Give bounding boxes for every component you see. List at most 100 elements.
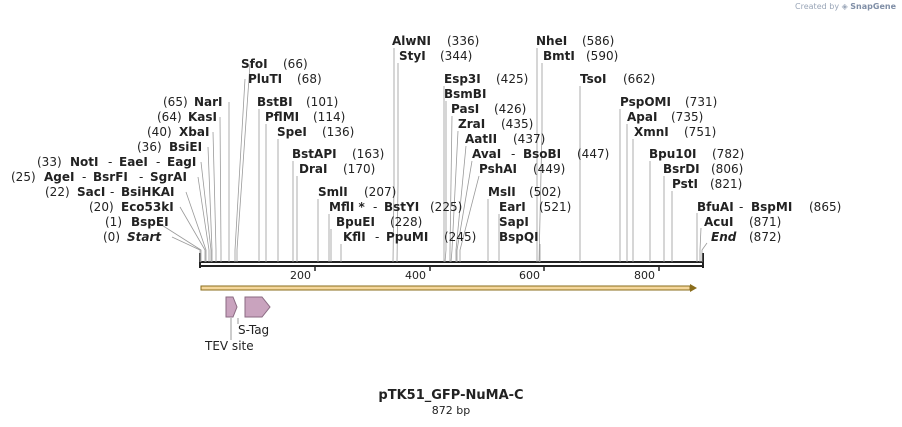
leader-line: [392, 48, 395, 263]
leader-line: [207, 146, 213, 262]
s-tag-feature[interactable]: [244, 296, 271, 318]
site-label[interactable]: Start: [127, 230, 162, 244]
axis-tick-label: 400: [405, 269, 426, 282]
site-pos: (425): [496, 72, 528, 86]
site-label[interactable]: Eco53kI: [121, 200, 174, 214]
site-pos: (806): [711, 162, 743, 176]
site-label[interactable]: XmnI: [634, 125, 669, 139]
site-label[interactable]: SfoI: [241, 57, 268, 71]
site-label[interactable]: SgrAI: [150, 170, 187, 184]
leader-line: [538, 63, 543, 263]
site-label[interactable]: MslI: [488, 185, 516, 199]
site-label[interactable]: BspMI: [751, 200, 792, 214]
site-label[interactable]: BstBI: [257, 95, 293, 109]
orf-arrow[interactable]: [200, 284, 697, 292]
site-label[interactable]: Esp3I: [444, 72, 481, 86]
site-label[interactable]: BfuAI: [697, 200, 734, 214]
site-label[interactable]: SmlI: [318, 185, 348, 199]
leader-line: [200, 161, 212, 262]
site-pos: (821): [710, 177, 742, 191]
site-sep: -: [373, 200, 377, 214]
site-pos: (65): [163, 95, 188, 109]
site-label[interactable]: AcuI: [704, 215, 733, 229]
site-pos: (437): [513, 132, 545, 146]
site-pos: (735): [671, 110, 703, 124]
site-label[interactable]: SapI: [499, 215, 529, 229]
site-pos: (66): [283, 57, 308, 71]
site-label[interactable]: BsmBI: [444, 87, 486, 101]
leader-line: [212, 131, 217, 262]
site-label[interactable]: PspOMI: [620, 95, 671, 109]
site-pos: (225): [430, 200, 462, 214]
site-label[interactable]: MflI *: [329, 200, 365, 214]
site-label[interactable]: SpeI: [277, 125, 307, 139]
site-label[interactable]: BspEI: [131, 215, 169, 229]
site-label[interactable]: BpuEI: [336, 215, 375, 229]
site-label[interactable]: BsiEI: [169, 140, 202, 154]
site-label[interactable]: PluTI: [248, 72, 282, 86]
site-pos: (586): [582, 34, 614, 48]
site-pos: (751): [684, 125, 716, 139]
tev-site-label: TEV site: [204, 339, 254, 353]
site-label[interactable]: EagI: [167, 155, 196, 169]
site-pos: (782): [712, 147, 744, 161]
leader-line: [699, 227, 702, 262]
leader-line: [219, 116, 222, 262]
site-sep: -: [108, 155, 112, 169]
site-pos: (22): [45, 185, 70, 199]
leader-line: [459, 175, 480, 262]
site-label[interactable]: BsrDI: [663, 162, 700, 176]
site-label[interactable]: PasI: [451, 102, 479, 116]
site-label[interactable]: BsrFI: [93, 170, 128, 184]
orf-bar[interactable]: [200, 285, 691, 291]
s-tag-label: S-Tag: [238, 323, 269, 337]
site-label[interactable]: KflI: [343, 230, 366, 244]
site-label[interactable]: BstYI: [384, 200, 419, 214]
site-label[interactable]: EaeI: [119, 155, 148, 169]
site-label[interactable]: NheI: [536, 34, 567, 48]
site-label[interactable]: DraI: [299, 162, 327, 176]
site-pos: (207): [364, 185, 396, 199]
site-label[interactable]: StyI: [399, 49, 426, 63]
site-label[interactable]: PstI: [672, 177, 698, 191]
site-label[interactable]: BsoBI: [523, 147, 561, 161]
site-label[interactable]: PpuMI: [386, 230, 428, 244]
site-pos: (344): [440, 49, 472, 63]
site-label[interactable]: PshAI: [479, 162, 517, 176]
site-label[interactable]: TsoI: [580, 72, 606, 86]
axis-tick-label: 800: [634, 269, 655, 282]
site-label[interactable]: EarI: [499, 200, 526, 214]
site-label[interactable]: SacI: [77, 185, 105, 199]
leader-lines: [156, 48, 708, 263]
site-label[interactable]: Bpu10I: [649, 147, 696, 161]
tev-site-feature[interactable]: [225, 296, 238, 318]
snapgene-brand: SnapGene: [850, 2, 896, 11]
site-pos: (20): [89, 200, 114, 214]
site-label[interactable]: End: [711, 230, 737, 244]
site-label[interactable]: NarI: [194, 95, 223, 109]
site-label[interactable]: KasI: [188, 110, 217, 124]
site-label[interactable]: NotI: [70, 155, 99, 169]
site-label[interactable]: AgeI: [44, 170, 74, 184]
site-label[interactable]: AatII: [465, 132, 497, 146]
site-sep: -: [110, 185, 114, 199]
site-label[interactable]: AlwNI: [392, 34, 431, 48]
site-pos: (435): [501, 117, 533, 131]
site-label[interactable]: BsiHKAI: [121, 185, 175, 199]
site-pos: (33): [37, 155, 62, 169]
site-pos: (521): [539, 200, 571, 214]
axis: 200 400 600 800: [290, 266, 660, 282]
site-label[interactable]: BspQI: [499, 230, 539, 244]
site-label[interactable]: ZraI: [458, 117, 485, 131]
site-pos: (170): [343, 162, 375, 176]
site-pos: (449): [533, 162, 565, 176]
site-label[interactable]: PflMI: [265, 110, 299, 124]
site-label[interactable]: AvaI: [472, 147, 501, 161]
site-label[interactable]: BmtI: [543, 49, 575, 63]
site-sep: -: [511, 147, 515, 161]
site-label[interactable]: ApaI: [627, 110, 657, 124]
site-pos: (871): [749, 215, 781, 229]
site-label[interactable]: BstAPI: [292, 147, 337, 161]
site-label[interactable]: XbaI: [179, 125, 209, 139]
leader-line: [197, 176, 210, 262]
